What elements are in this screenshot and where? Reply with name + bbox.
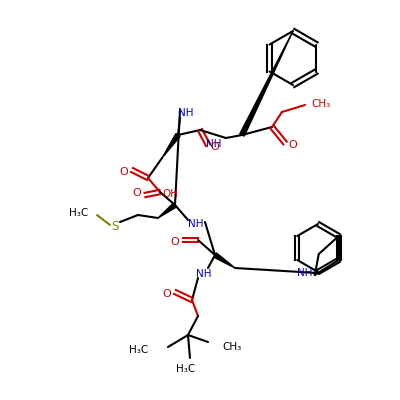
Text: NH: NH — [178, 108, 194, 118]
Text: CH₃: CH₃ — [311, 99, 331, 109]
Text: O: O — [133, 188, 141, 198]
Text: NH: NH — [297, 268, 312, 278]
Text: H₃C: H₃C — [176, 364, 196, 374]
Polygon shape — [158, 203, 176, 218]
Polygon shape — [240, 31, 293, 136]
Text: OH: OH — [162, 189, 178, 199]
Text: O: O — [120, 167, 128, 177]
Text: NH: NH — [196, 269, 212, 279]
Text: CH₃: CH₃ — [222, 342, 241, 352]
Text: O: O — [171, 237, 179, 247]
Text: O: O — [289, 140, 297, 150]
Polygon shape — [214, 253, 235, 268]
Text: NH: NH — [188, 219, 204, 229]
Text: S: S — [111, 220, 119, 232]
Text: O: O — [211, 142, 219, 152]
Polygon shape — [162, 134, 180, 158]
Text: O: O — [163, 289, 171, 299]
Text: H₃C: H₃C — [69, 208, 89, 218]
Text: H₃C: H₃C — [129, 345, 148, 355]
Text: NH: NH — [206, 139, 222, 149]
